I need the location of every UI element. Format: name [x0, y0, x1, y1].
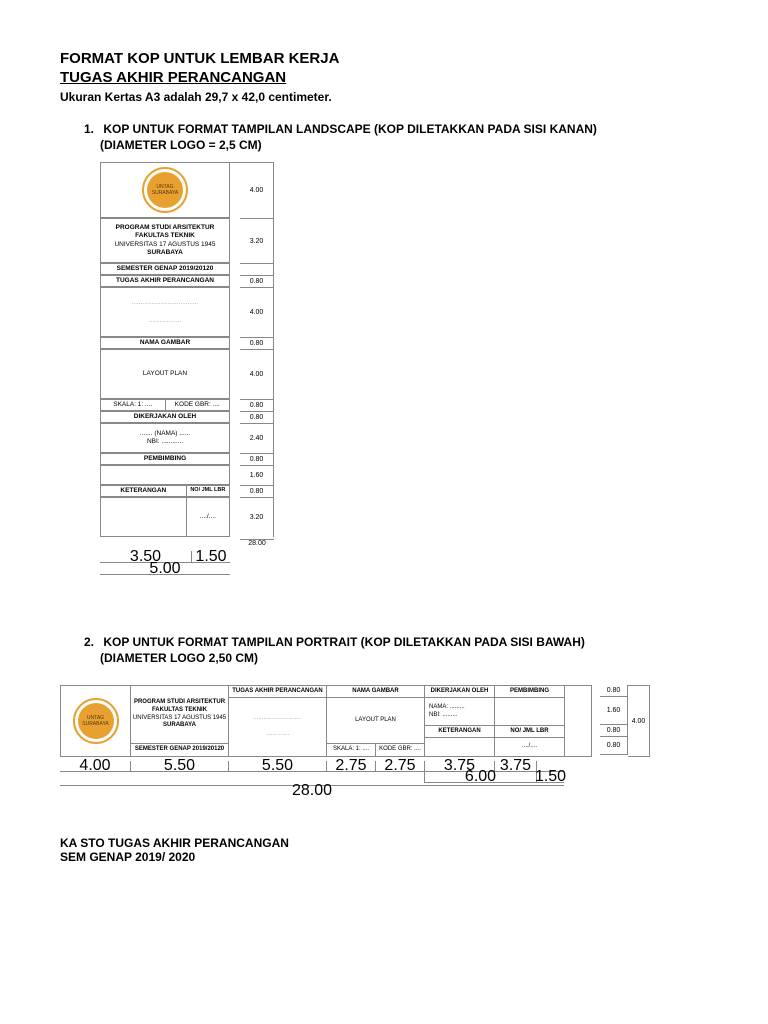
portrait-bottom-dim-r1-4: 2.75	[375, 761, 424, 772]
landscape-row-11	[100, 465, 230, 485]
portrait-col-1: TUGAS AKHIR PERANCANGAN.................…	[229, 686, 327, 756]
portrait-right-dim-3: 0.80	[600, 737, 628, 755]
landscape-dim-row-8: 0.80	[240, 411, 274, 423]
university-logo-icon: UNTAGSURABAYA	[73, 698, 119, 744]
landscape-dim-2: 1.50	[191, 551, 230, 563]
title-line-1: FORMAT KOP UNTUK LEMBAR KERJA	[60, 50, 708, 67]
title-line-2: TUGAS AKHIR PERANCANGAN	[60, 69, 708, 86]
university-logo-icon: UNTAGSURABAYA	[142, 167, 188, 213]
portrait-cell-3-3	[425, 738, 494, 756]
portrait-col-3: DIKERJAKAN OLEHNAMA: .........NBI: .....…	[425, 686, 495, 756]
landscape-row-9: ....... (NAMA) ......NBI: ............	[100, 423, 230, 453]
landscape-dim-row-6: 4.00	[240, 349, 274, 399]
portrait-cell-1-1: ........................................…	[229, 698, 326, 756]
portrait-cell-4-3: ..../....	[495, 738, 564, 756]
portrait-cell-3-2: KETERANGAN	[425, 726, 494, 738]
section-1-heading: 1. KOP UNTUK FORMAT TAMPILAN LANDSCAPE (…	[84, 122, 708, 136]
landscape-row-4: ........................................…	[100, 287, 230, 337]
portrait-bottom-dim-r1-0: 4.00	[60, 761, 130, 772]
landscape-dim-row-13: 3.20	[240, 497, 274, 537]
landscape-total-height: 28.00	[240, 539, 274, 547]
subtitle: Ukuran Kertas A3 adalah 29,7 x 42,0 cent…	[60, 90, 708, 104]
portrait-col-5	[565, 686, 591, 756]
landscape-dim-row-11: 1.60	[240, 465, 274, 485]
section-2-text: KOP UNTUK FORMAT TAMPILAN PORTRAIT (KOP …	[103, 635, 585, 649]
portrait-cell-4-2: NO/ JML LBR	[495, 726, 564, 738]
portrait-logo-col: UNTAGSURABAYA	[61, 686, 131, 756]
portrait-col-0: PROGRAM STUDI ARSITEKTURFAKULTAS TEKNIKU…	[131, 686, 229, 756]
portrait-cell-4-0: PEMBIMBING	[495, 686, 564, 698]
landscape-dim-3: 5.00	[100, 563, 230, 575]
landscape-row-8: DIKERJAKAN OLEH	[100, 411, 230, 423]
landscape-dim-row-12: 0.80	[240, 485, 274, 497]
footer-line-1: KA STO TUGAS AKHIR PERANCANGAN	[60, 836, 708, 850]
landscape-dim-row-9: 2.40	[240, 423, 274, 453]
section-2-sub: (DIAMETER LOGO 2,50 CM)	[100, 651, 708, 665]
portrait-cell-0-1: SEMESTER GENAP 2019/20120	[131, 744, 228, 756]
portrait-cell-2-0: NAMA GAMBAR	[327, 686, 424, 698]
section-1-sub: (DIAMETER LOGO = 2,5 CM)	[100, 138, 708, 152]
portrait-cell-3-0: DIKERJAKAN OLEH	[425, 686, 494, 698]
landscape-dim-row-5: 0.80	[240, 337, 274, 349]
portrait-bottom-dim-r2-3	[326, 772, 375, 783]
section-1-number: 1.	[84, 122, 100, 136]
portrait-cell-5-0	[565, 686, 591, 756]
landscape-row-10: PEMBIMBING	[100, 453, 230, 465]
portrait-bottom-dim-r1-1: 5.50	[130, 761, 228, 772]
portrait-bottom-dim-r2-5: 6.00	[424, 772, 536, 783]
portrait-cell-2-1: LAYOUT PLAN	[327, 698, 424, 744]
landscape-diagram: UNTAGSURABAYA PROGRAM STUDI ARSITEKTURFAK…	[100, 162, 708, 575]
landscape-row-7: SKALA: 1: ....KODE GBR: ....	[100, 399, 230, 411]
portrait-bottom-dim-r1-6: 3.75	[494, 761, 536, 772]
portrait-cell-2-2: SKALA: 1: ....KODE GBR: ....	[327, 744, 424, 756]
portrait-right-dim-2: 0.80	[600, 725, 628, 737]
section-2-heading: 2. KOP UNTUK FORMAT TAMPILAN PORTRAIT (K…	[84, 635, 708, 649]
portrait-col-2: NAMA GAMBARLAYOUT PLANSKALA: 1: ....KODE…	[327, 686, 425, 756]
portrait-col-4: PEMBIMBING NO/ JML LBR..../....	[495, 686, 565, 756]
portrait-bottom-dim-r2-4	[375, 772, 424, 783]
footer-line-2: SEM GENAP 2019/ 2020	[60, 850, 708, 864]
portrait-right-dim-0: 0.80	[600, 685, 628, 697]
landscape-row-3: TUGAS AKHIR PERANCANGAN	[100, 275, 230, 287]
section-2-number: 2.	[84, 635, 100, 649]
landscape-dim-row-3: 0.80	[240, 275, 274, 287]
portrait-total-height: 4.00	[628, 685, 650, 757]
portrait-diagram: UNTAGSURABAYA PROGRAM STUDI ARSITEKTURFAK…	[60, 685, 708, 796]
portrait-bottom-dim-r2-1	[130, 772, 228, 783]
section-1-text: KOP UNTUK FORMAT TAMPILAN LANDSCAPE (KOP…	[103, 122, 597, 136]
landscape-row-6: LAYOUT PLAN	[100, 349, 230, 399]
portrait-bottom-dim-r2-6: 1.50	[536, 772, 564, 783]
portrait-cell-0-0: PROGRAM STUDI ARSITEKTURFAKULTAS TEKNIKU…	[131, 686, 228, 744]
landscape-row-1: PROGRAM STUDI ARSITEKTURFAKULTAS TEKNIKU…	[100, 218, 230, 263]
landscape-row-12: KETERANGANNO/ JML LBR	[100, 485, 230, 497]
landscape-dim-row-2	[240, 263, 274, 275]
landscape-dim-row-4: 4.00	[240, 287, 274, 337]
portrait-right-dim-1: 1.60	[600, 697, 628, 725]
portrait-total-width: 28.00	[60, 785, 564, 796]
portrait-cell-4-1	[495, 698, 564, 726]
landscape-dim-row-1: 3.20	[240, 218, 274, 263]
landscape-row-13: ..../....	[100, 497, 230, 537]
landscape-row-5: NAMA GAMBAR	[100, 337, 230, 349]
footer: KA STO TUGAS AKHIR PERANCANGAN SEM GENAP…	[60, 836, 708, 864]
portrait-cell-1-0: TUGAS AKHIR PERANCANGAN	[229, 686, 326, 698]
landscape-dim-row-7: 0.80	[240, 399, 274, 411]
portrait-bottom-dim-r2-0	[60, 772, 130, 783]
landscape-dim-row-10: 0.80	[240, 453, 274, 465]
portrait-bottom-dim-r1-2: 5.50	[228, 761, 326, 772]
landscape-row-2: SEMESTER GENAP 2019/20120	[100, 263, 230, 275]
landscape-dim-row-0: 4.00	[240, 162, 274, 218]
landscape-row-0: UNTAGSURABAYA	[100, 162, 230, 218]
portrait-cell-3-1: NAMA: .........NBI: .........	[425, 698, 494, 726]
portrait-bottom-dim-r1-3: 2.75	[326, 761, 375, 772]
